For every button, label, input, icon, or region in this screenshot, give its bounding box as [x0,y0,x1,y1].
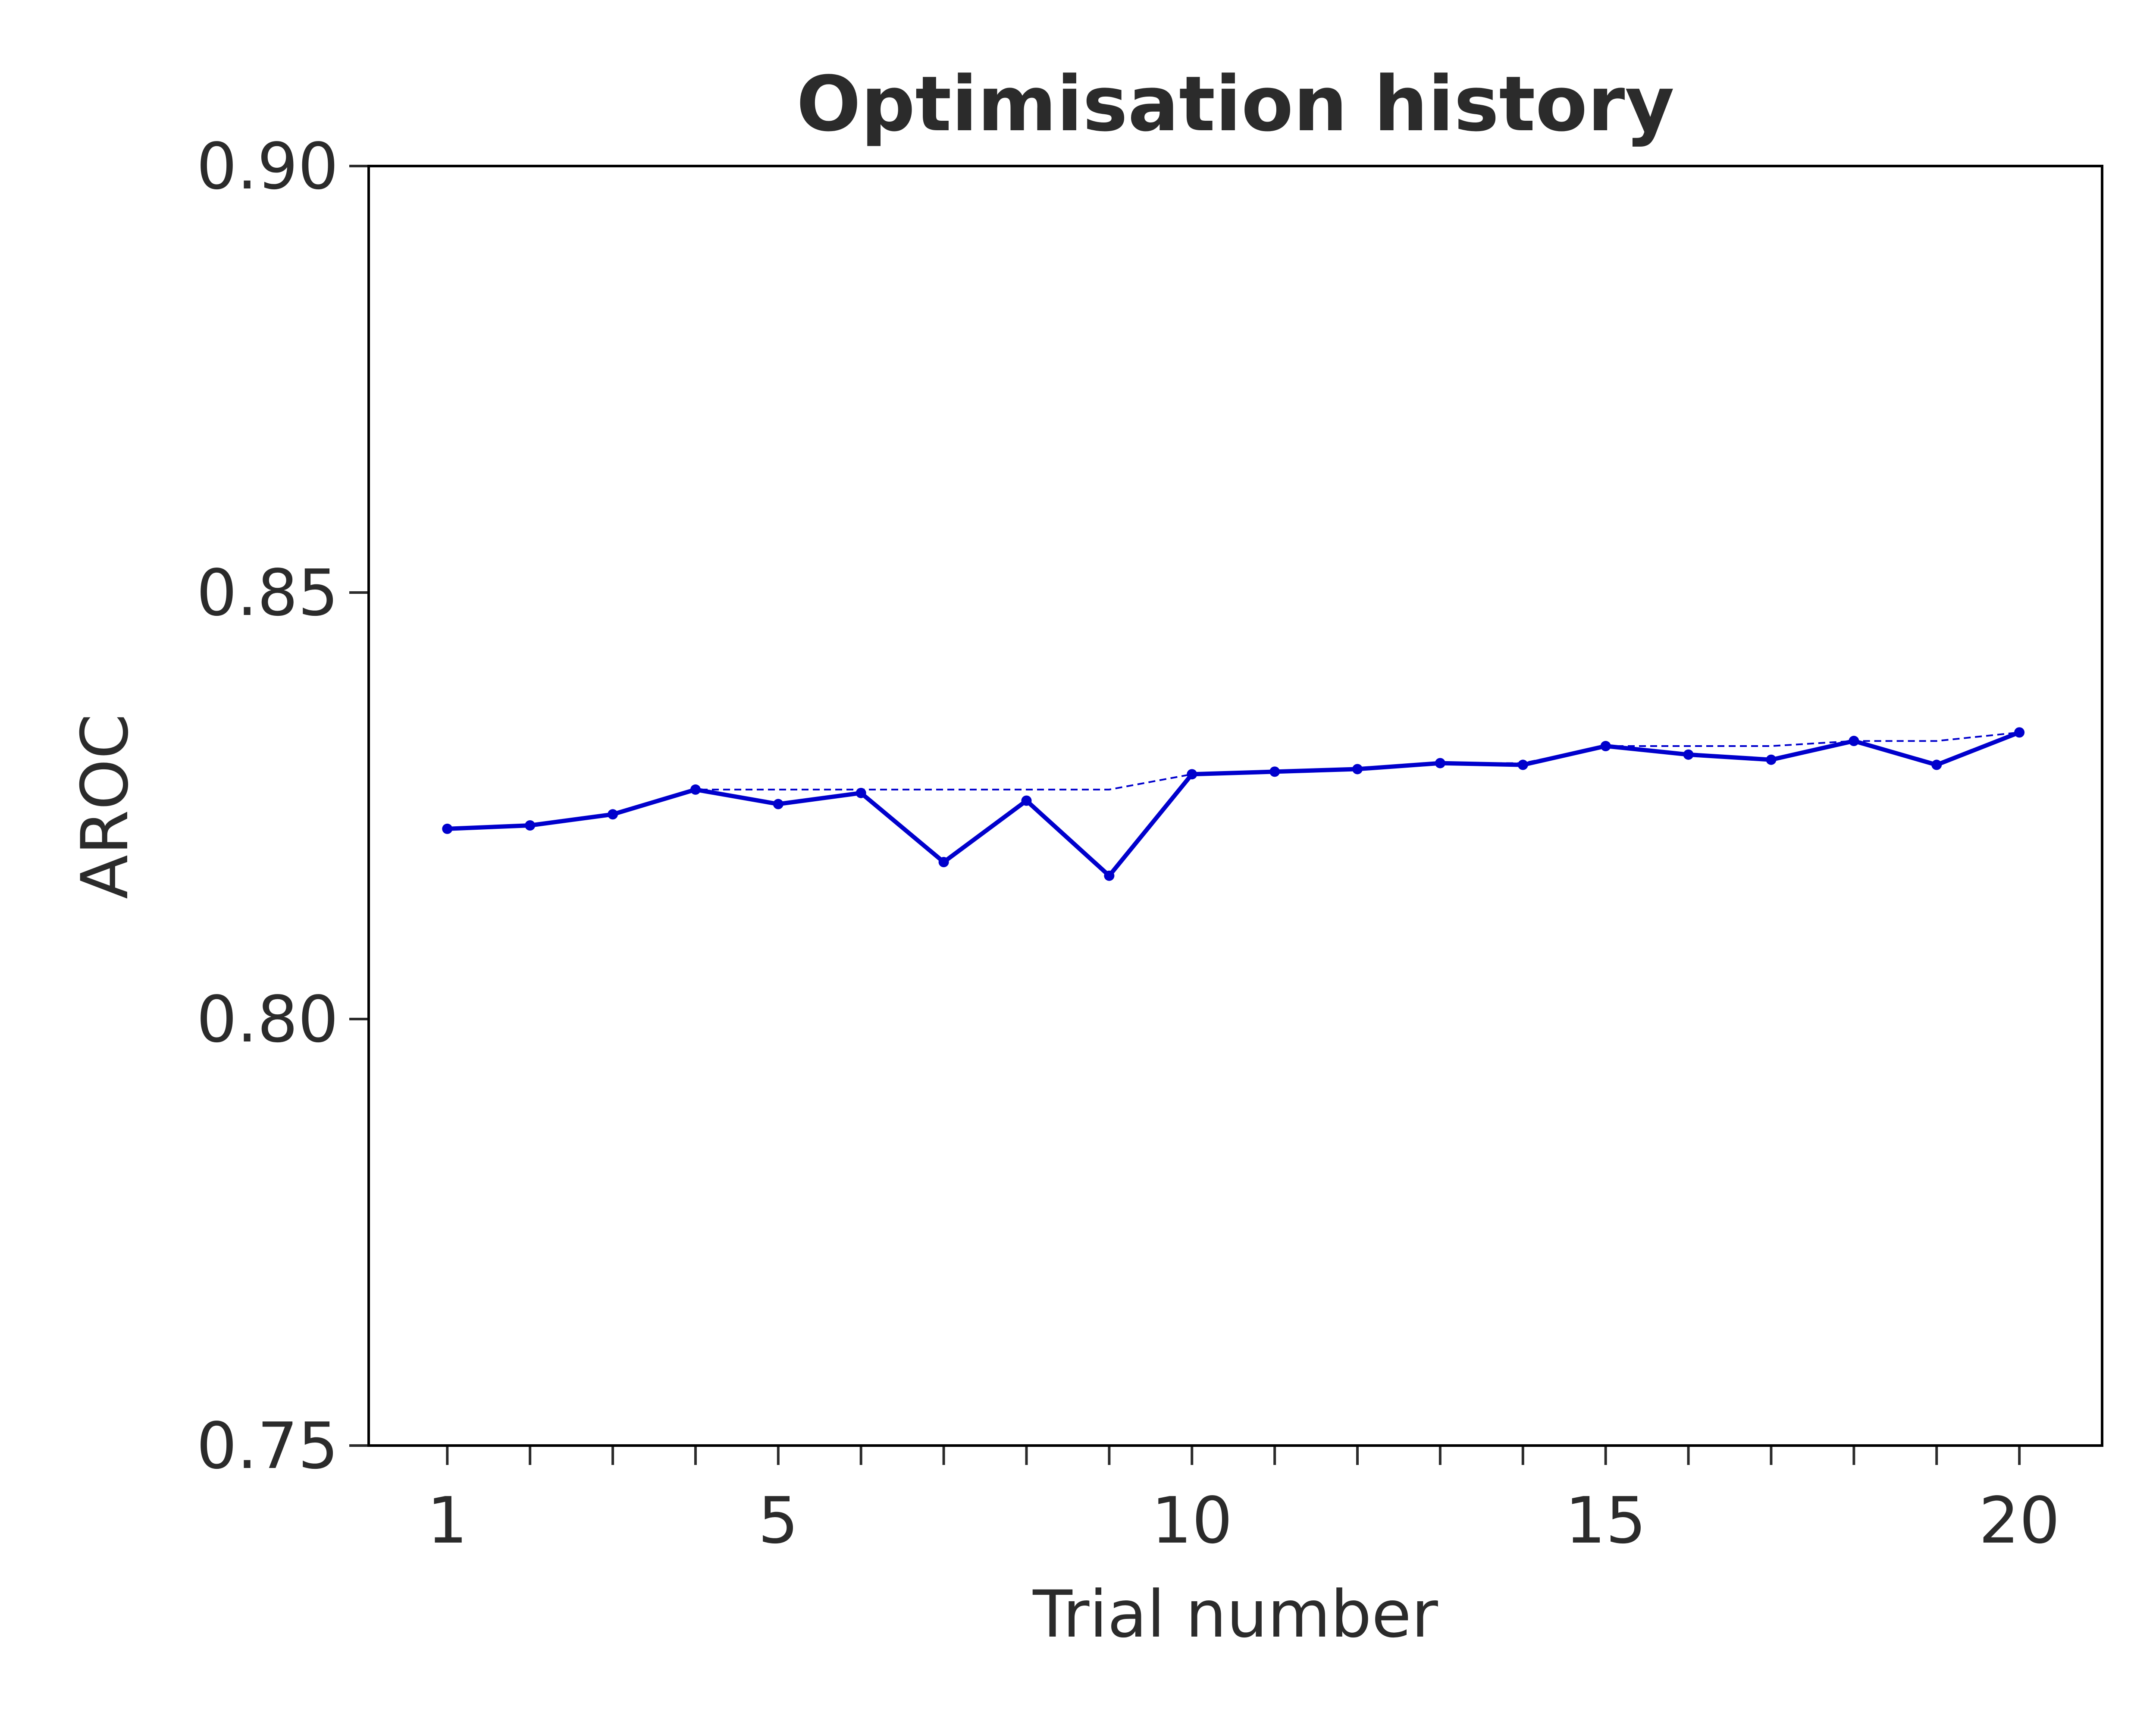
plot-series [442,727,2025,881]
y-tick-label: 0.90 [196,129,338,204]
data-point [1766,754,1777,765]
x-tick-label: 20 [1979,1484,2060,1558]
x-tick-label: 15 [1565,1484,1646,1558]
x-tick-label: 1 [427,1484,467,1558]
data-point [938,857,949,868]
data-point [608,809,618,820]
y-tick-label: 0.75 [196,1409,338,1483]
objective-line [447,730,2020,878]
data-point [773,799,783,809]
data-point [2014,727,2025,738]
data-point [1352,764,1363,775]
x-axis: 1 5 10 15 20 [427,1446,2060,1558]
chart-title: Optimisation history [796,60,1674,148]
data-point [442,823,453,834]
data-point [1104,870,1115,881]
data-point [1517,759,1528,770]
plot-frame [367,165,2103,1447]
x-axis-label: Trial number [1032,1577,1438,1652]
best-value-line [447,731,2020,830]
y-tick-label: 0.80 [196,982,338,1057]
data-point [1931,759,1942,770]
data-point [1021,795,1032,806]
x-tick-label: 5 [758,1484,799,1558]
data-point [1187,769,1197,780]
y-axis-label: AROC [68,714,143,899]
y-axis: 0.75 0.80 0.85 0.90 [196,129,369,1483]
x-tick-label: 10 [1151,1484,1232,1558]
data-point [1683,749,1694,760]
y-tick-label: 0.85 [196,556,338,630]
